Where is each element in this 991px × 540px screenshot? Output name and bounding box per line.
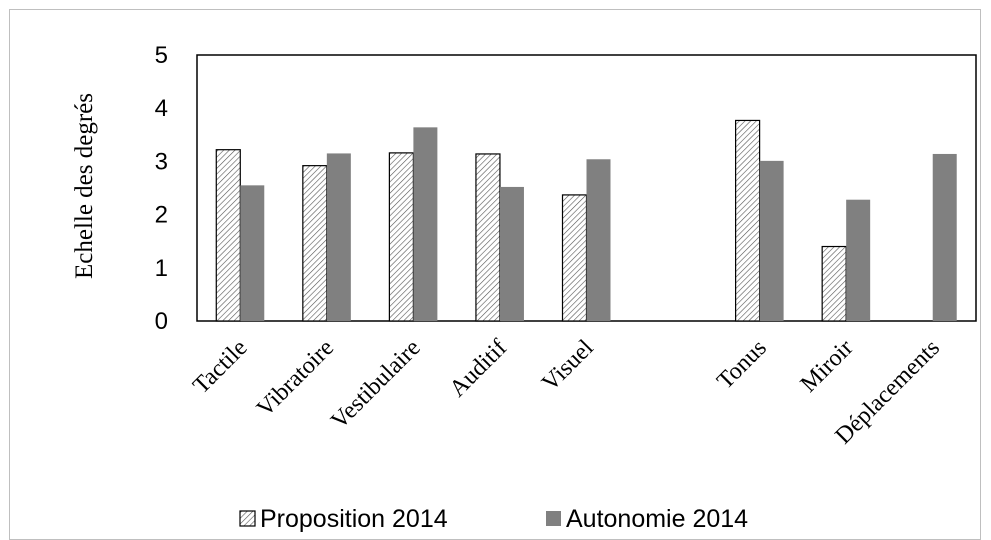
legend-swatch <box>239 510 256 527</box>
y-tick-label: 5 <box>155 42 168 69</box>
legend-label: Autonomie 2014 <box>566 505 748 533</box>
y-axis-title: Echelle des degrés <box>71 93 98 279</box>
y-tick-label: 3 <box>155 148 168 175</box>
bar <box>215 149 241 322</box>
y-tick-label: 0 <box>155 308 168 335</box>
bar <box>413 127 438 322</box>
bar <box>846 199 871 321</box>
y-tick-label: 1 <box>155 255 168 282</box>
bar <box>388 152 414 322</box>
bar <box>759 160 784 321</box>
bar <box>326 153 351 321</box>
legend: Proposition 2014 Autonomie 2014 <box>239 505 748 533</box>
legend-swatch <box>546 511 561 526</box>
y-tick-label: 2 <box>155 202 168 229</box>
bar <box>499 186 524 321</box>
bar <box>561 194 588 322</box>
bar <box>586 159 611 321</box>
bar <box>735 119 761 322</box>
bar <box>240 185 265 321</box>
legend-label: Proposition 2014 <box>260 505 448 533</box>
y-tick-label: 4 <box>155 95 168 122</box>
bar <box>302 165 328 322</box>
bar <box>932 153 957 321</box>
bar <box>475 153 501 322</box>
bar <box>821 245 847 322</box>
